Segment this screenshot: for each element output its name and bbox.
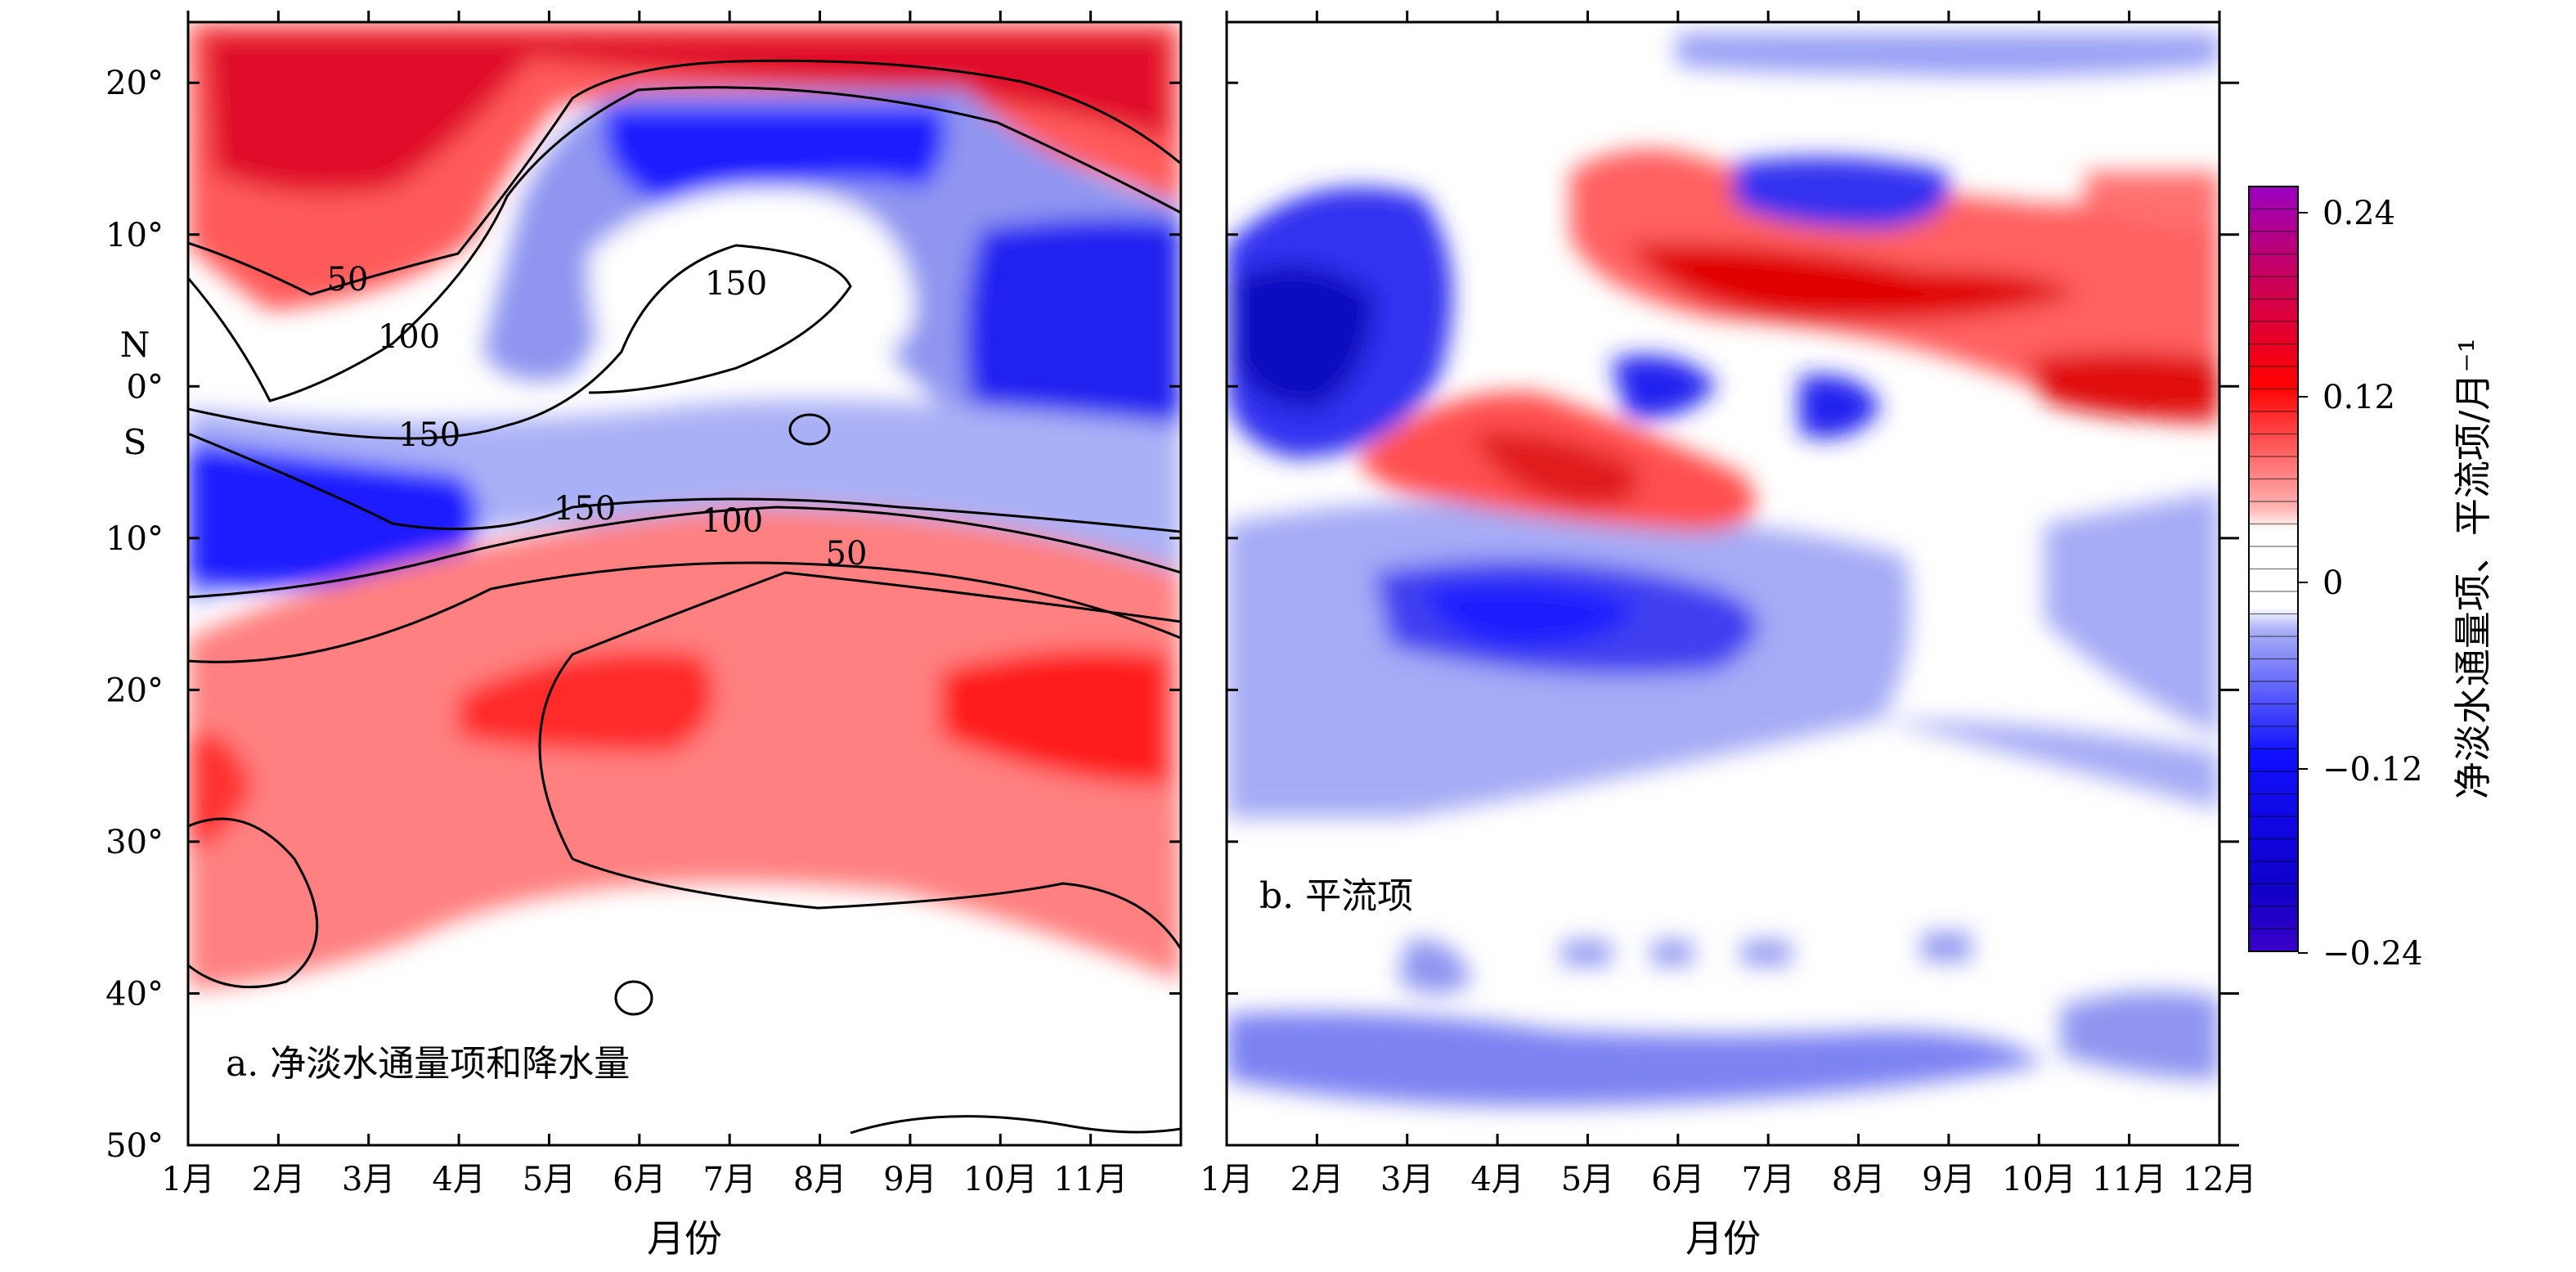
panel-b-x-tick-label: 9月 (1922, 1161, 1975, 1198)
panel-a-y-tick-label: 0° (127, 368, 164, 406)
panel-a-y-tick-label: 20° (105, 672, 164, 709)
panel-b-x-tick-label: 4月 (1470, 1161, 1524, 1198)
panel-a-x-tick-label: 3月 (342, 1161, 395, 1198)
colorbar-ticks: 0.24 0.12 0 −0.12 −0.24 (2298, 195, 2423, 973)
contour-label: 150 (554, 490, 616, 528)
panel-a-x-tick-label: 7月 (702, 1161, 756, 1198)
contour-label: 100 (701, 502, 763, 540)
colorbar-tick-label: −0.24 (2322, 935, 2423, 973)
panel-a-x-tick-label: 11月 (1053, 1161, 1128, 1198)
panel-b-x-tick-label: 2月 (1290, 1161, 1344, 1198)
panel-a-y-tick-label: 40° (105, 975, 164, 1013)
panel-a-label: a. 净淡水通量项和降水量 (226, 1043, 630, 1085)
panel-a-y-tick-label: 50° (105, 1127, 164, 1165)
panel-b-x-tick-label: 3月 (1380, 1161, 1434, 1198)
panel-a-x-tick-label: 9月 (883, 1161, 936, 1198)
panel-b-x-tick-label: 8月 (1832, 1161, 1885, 1198)
panel-a-contours (188, 59, 1181, 1135)
panel-b-x-tick-label: 10月 (2002, 1161, 2076, 1198)
region-south-warm (188, 507, 1181, 990)
contour-label: 50 (327, 261, 369, 299)
y-axis-south-label: S (123, 422, 147, 462)
panel-b-x-tick-label: 1月 (1200, 1161, 1253, 1198)
colorbar: 0.24 0.12 0 −0.12 −0.24 净淡水通量项、平流项/月⁻¹ (2248, 186, 2495, 973)
panel-a-x-tick-label: 8月 (793, 1161, 846, 1198)
panel-b-label: b. 平流项 (1259, 875, 1413, 917)
panel-b-x-axis-label: 月份 (1685, 1216, 1761, 1261)
panel-a-y-tick-label: 10° (105, 520, 164, 558)
panel-a-x-tick-label: 10月 (963, 1161, 1038, 1198)
panel-b-field (1227, 22, 2219, 1145)
panel-b-x-tick-label: 7月 (1741, 1161, 1794, 1198)
panel-a-x-axis-label: 月份 (647, 1216, 722, 1261)
panel-a-y-tick-label: 30° (105, 824, 164, 861)
panel-a-x-tick-label: 6月 (613, 1161, 666, 1198)
panel-a-x-tick-label: 5月 (523, 1161, 576, 1198)
panel-b-x-ticks: 1月 2月 3月 4月 5月 6月 7月 8月 9月 10月 11月 12月 (1200, 11, 2256, 1198)
panel-a-x-tick-label: 2月 (252, 1161, 305, 1198)
contour-label: 50 (826, 535, 868, 573)
panel-a-y-tick-label: 10° (105, 217, 164, 254)
panel-b-x-tick-label: 5月 (1561, 1161, 1614, 1198)
colorbar-label: 净淡水通量项、平流项/月⁻¹ (2451, 338, 2495, 799)
panel-b-y-ticks (1227, 81, 2239, 1147)
colorbar-tick-label: 0 (2322, 564, 2343, 602)
panel-b-x-tick-label: 11月 (2092, 1161, 2166, 1198)
panel-a-field (188, 22, 1181, 1145)
colorbar-tick-label: 0.12 (2322, 379, 2395, 416)
colorbar-tick-label: 0.24 (2322, 195, 2395, 232)
contour-label: 150 (398, 416, 460, 454)
colorbar-tick-label: −0.12 (2322, 751, 2423, 789)
contour-label: 150 (705, 265, 767, 303)
panel-a-x-ticks: 1月 2月 3月 4月 5月 6月 7月 8月 9月 10月 11月 (161, 11, 1128, 1198)
panel-b-x-tick-label: 6月 (1651, 1161, 1704, 1198)
y-axis-north-label: N (120, 325, 150, 365)
panel-b-x-tick-label: 12月 (2183, 1161, 2257, 1198)
panel-a-x-tick-label: 1月 (161, 1161, 214, 1198)
panel-a-y-tick-label: 20° (105, 65, 164, 102)
colorbar-levels (2249, 208, 2298, 930)
contour-label: 100 (378, 318, 440, 356)
panel-a-y-ticks: 20° 10° 0° 10° 20° 30° 40° 50° (105, 65, 1181, 1165)
panel-a-x-tick-label: 4月 (432, 1161, 485, 1198)
panel-a: 1月 2月 3月 4月 5月 6月 7月 8月 9月 10月 11月 20° 10° 0° 10° 20° 3… (105, 11, 1183, 1261)
panel-b: 1月 2月 3月 4月 5月 6月 7月 8月 9月 10月 11月 12月 b. 平流项 月份 (1200, 11, 2256, 1261)
